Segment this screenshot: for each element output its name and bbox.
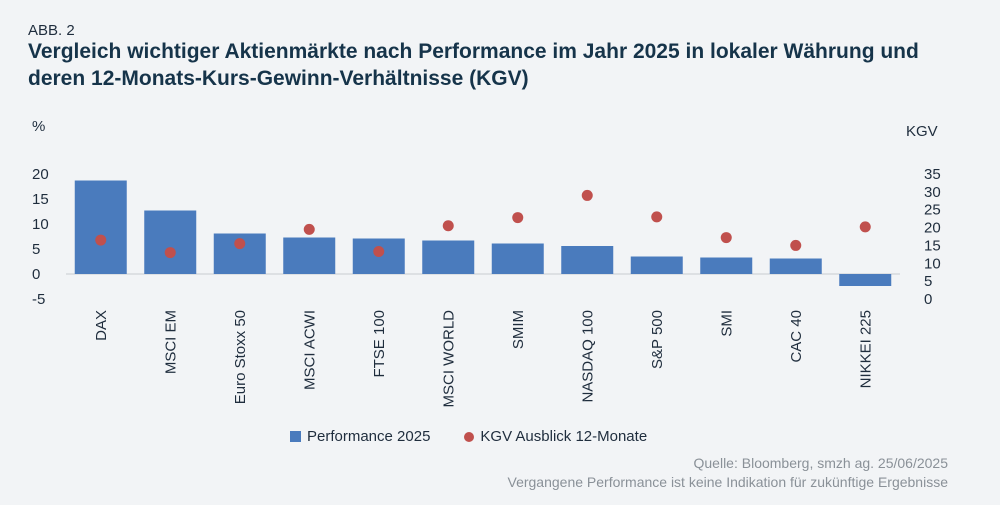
disclaimer-line: Vergangene Performance ist keine Indikat… — [507, 474, 949, 490]
right-tick-label: 15 — [924, 237, 941, 254]
legend-dot-label: KGV Ausblick 12-Monate — [480, 428, 648, 445]
legend-item-performance: Performance 2025 — [290, 428, 430, 445]
right-axis-label: KGV — [906, 123, 938, 140]
right-tick-label: 0 — [924, 291, 932, 308]
kgv-dot — [373, 246, 385, 257]
left-tick-label: 20 — [32, 166, 49, 183]
legend: Performance 2025 KGV Ausblick 12-Monate — [290, 428, 647, 445]
legend-bar-swatch — [290, 431, 301, 442]
right-tick-label: 5 — [924, 273, 932, 290]
left-tick-label: 15 — [32, 191, 49, 208]
left-tick-label: -5 — [32, 291, 45, 308]
kgv-dot — [442, 220, 454, 232]
category-label: NIKKEI 225 — [857, 310, 874, 388]
figure-label: ABB. 2 — [28, 22, 75, 39]
kgv-dot — [95, 234, 107, 246]
bar — [769, 258, 822, 274]
kgv-dot — [720, 232, 732, 244]
legend-dot-swatch — [464, 431, 475, 442]
bar — [74, 180, 127, 274]
left-tick-label: 10 — [32, 216, 49, 233]
kgv-dot — [790, 239, 802, 251]
category-label: Euro Stoxx 50 — [232, 310, 249, 404]
category-label: SMI — [718, 310, 735, 337]
kgv-dot — [512, 212, 524, 224]
legend-bar-label: Performance 2025 — [307, 428, 431, 445]
bar — [422, 240, 475, 274]
kgv-dot — [164, 247, 176, 259]
category-label: MSCI EM — [162, 310, 179, 374]
category-label: S&P 500 — [649, 310, 666, 369]
chart-title: Vergleich wichtiger Aktienmärkte nach Pe… — [28, 40, 919, 90]
kgv-dot — [859, 221, 871, 233]
category-label: MSCI WORLD — [440, 310, 457, 408]
kgv-dot — [581, 189, 593, 201]
right-tick-label: 10 — [924, 255, 941, 272]
category-label: CAC 40 — [788, 310, 805, 363]
bars — [74, 180, 892, 286]
bar — [491, 243, 544, 274]
kgv-dot — [651, 211, 663, 223]
category-label: MSCI ACWI — [301, 310, 318, 390]
category-label: SMIM — [510, 310, 527, 349]
kgv-dot — [303, 223, 315, 235]
source-note: Quelle: Bloomberg, smzh ag. 25/06/2025 V… — [508, 454, 949, 492]
bar — [700, 257, 753, 274]
left-axis-label: % — [32, 118, 45, 135]
category-label: NASDAQ 100 — [579, 310, 596, 403]
left-tick-label: 5 — [32, 241, 40, 258]
category-labels: DAX MSCI EM Euro Stoxx 50 MSCI ACWI FTSE 100… — [93, 310, 875, 408]
bar — [839, 274, 892, 286]
source-line: Quelle: Bloomberg, smzh ag. 25/06/2025 — [693, 455, 949, 471]
legend-item-kgv: KGV Ausblick 12-Monate — [464, 428, 647, 445]
category-label: FTSE 100 — [371, 310, 388, 378]
bar — [561, 246, 614, 274]
left-axis-ticks: 20 15 10 5 0 -5 — [32, 166, 49, 308]
category-label: DAX — [93, 310, 110, 341]
right-tick-label: 20 — [924, 220, 941, 237]
right-tick-label: 35 — [924, 166, 941, 183]
left-tick-label: 0 — [32, 266, 40, 283]
bar — [630, 256, 683, 274]
bar — [283, 237, 336, 274]
kgv-dot — [234, 238, 246, 250]
right-tick-label: 25 — [924, 202, 941, 219]
right-tick-label: 30 — [924, 184, 941, 201]
bar — [144, 210, 197, 274]
dots — [95, 189, 871, 259]
